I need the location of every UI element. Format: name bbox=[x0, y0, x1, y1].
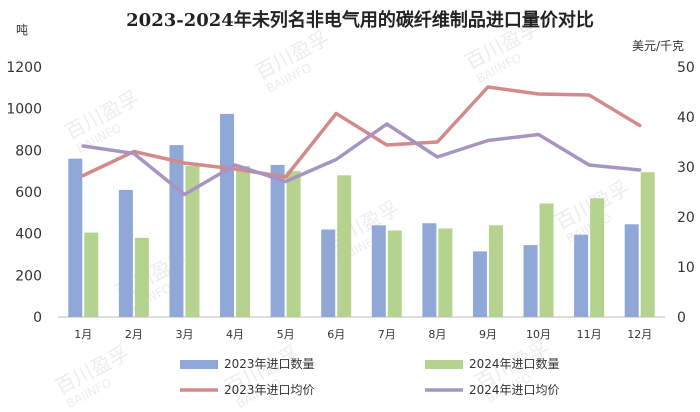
line-2023-price bbox=[81, 85, 642, 179]
left-axis-unit: 吨 bbox=[16, 23, 28, 37]
category-label: 9月 bbox=[479, 328, 497, 341]
category-label: 1月 bbox=[74, 328, 92, 341]
category-label: 4月 bbox=[226, 328, 244, 341]
bar-2023-6 bbox=[321, 229, 336, 317]
category-label: 3月 bbox=[175, 328, 193, 341]
category-labels: 1月 2月 3月 4月 5月 6月 7月 8月 9月 10月 11月 12月 bbox=[74, 328, 652, 341]
legend-label: 2023年进口均价 bbox=[224, 383, 315, 397]
category-label: 6月 bbox=[327, 328, 345, 341]
bar-2023-7 bbox=[371, 225, 386, 317]
bar-2024-7 bbox=[387, 230, 402, 317]
right-axis-ticks: 0 10 20 30 40 50 bbox=[677, 60, 695, 326]
bar-2023-12 bbox=[624, 224, 639, 317]
category-label: 10月 bbox=[526, 328, 551, 341]
bar-2023-3 bbox=[169, 145, 184, 317]
line-series-group bbox=[81, 85, 642, 197]
right-tick-label: 40 bbox=[677, 110, 695, 126]
left-tick-label: 0 bbox=[33, 310, 42, 326]
bar-2023-4 bbox=[220, 113, 235, 317]
category-label: 7月 bbox=[378, 328, 396, 341]
bar-2024-6 bbox=[337, 175, 352, 317]
bar-series-group bbox=[68, 113, 655, 317]
bar-2023-11 bbox=[574, 234, 589, 317]
left-tick-label: 1200 bbox=[6, 60, 42, 76]
bar-2023-9 bbox=[472, 251, 487, 317]
left-tick-label: 200 bbox=[15, 268, 42, 284]
right-tick-label: 0 bbox=[677, 310, 686, 326]
bar-2024-10 bbox=[539, 203, 554, 317]
bar-2024-9 bbox=[488, 225, 503, 317]
legend: 2023年进口数量 2024年进口数量 2023年进口均价 2024年进口均价 bbox=[180, 356, 560, 397]
right-tick-label: 10 bbox=[677, 260, 695, 276]
bar-2023-2 bbox=[118, 189, 133, 317]
left-tick-label: 1000 bbox=[6, 102, 42, 118]
right-tick-label: 50 bbox=[677, 60, 695, 76]
right-tick-label: 30 bbox=[677, 160, 695, 176]
bar-2024-12 bbox=[640, 172, 655, 317]
legend-label: 2024年进口均价 bbox=[469, 383, 560, 397]
bar-2023-8 bbox=[422, 223, 437, 317]
category-label: 8月 bbox=[428, 328, 446, 341]
bar-2024-4 bbox=[236, 165, 251, 317]
legend-swatch bbox=[425, 360, 463, 369]
chart-title: 2023-2024年未列名非电气用的碳纤维制品进口量价对比 bbox=[126, 9, 594, 31]
category-label: 5月 bbox=[277, 328, 295, 341]
left-tick-label: 800 bbox=[15, 143, 42, 159]
right-axis-unit: 美元/千克 bbox=[632, 39, 684, 53]
bar-2023-5 bbox=[270, 164, 285, 317]
bar-2023-1 bbox=[68, 158, 83, 317]
bar-2024-5 bbox=[286, 171, 301, 317]
category-label: 12月 bbox=[627, 328, 652, 341]
legend-label: 2023年进口数量 bbox=[224, 356, 315, 371]
bar-2024-2 bbox=[134, 237, 149, 317]
bar-2024-1 bbox=[84, 232, 99, 317]
bar-2024-3 bbox=[185, 165, 200, 317]
bar-2023-10 bbox=[523, 245, 538, 317]
line-2024-price bbox=[81, 122, 642, 197]
left-axis-ticks: 0 200 400 600 800 1000 1200 bbox=[6, 60, 42, 326]
right-tick-label: 20 bbox=[677, 210, 695, 226]
legend-swatch bbox=[180, 360, 218, 369]
legend-label: 2024年进口数量 bbox=[469, 356, 560, 371]
left-tick-label: 400 bbox=[15, 227, 42, 243]
bar-2024-8 bbox=[438, 228, 453, 317]
bar-2024-11 bbox=[590, 198, 605, 317]
category-label: 11月 bbox=[577, 328, 602, 341]
left-tick-label: 600 bbox=[15, 185, 42, 201]
category-label: 2月 bbox=[125, 328, 143, 341]
